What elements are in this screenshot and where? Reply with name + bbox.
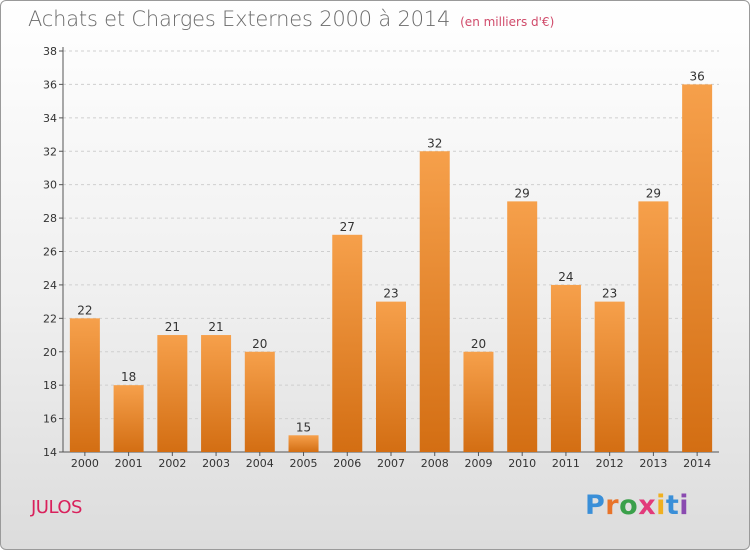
x-tick-label: 2010 xyxy=(508,457,536,470)
data-label: 24 xyxy=(558,270,573,284)
x-tick-label: 2004 xyxy=(246,457,274,470)
data-label: 23 xyxy=(602,287,617,301)
chart-title-block: Achats et Charges Externes 2000 à 2014 (e… xyxy=(28,7,554,31)
x-tick-label: 2008 xyxy=(421,457,449,470)
data-label: 23 xyxy=(383,287,398,301)
bar xyxy=(682,84,713,453)
bar xyxy=(244,351,275,452)
logo-letter: i xyxy=(656,490,666,521)
bar xyxy=(288,435,319,452)
bar xyxy=(550,284,581,452)
y-tick-label: 14 xyxy=(43,446,57,459)
bar xyxy=(201,335,232,452)
logo-letter: i xyxy=(679,490,690,521)
bar xyxy=(332,234,363,452)
logo-letter: P xyxy=(585,490,606,521)
y-tick-label: 34 xyxy=(43,112,57,125)
data-label: 20 xyxy=(252,337,267,351)
x-tick-label: 2006 xyxy=(333,457,361,470)
logo-letter: x xyxy=(638,490,657,521)
y-tick-label: 26 xyxy=(43,246,57,259)
x-tick-label: 2013 xyxy=(639,457,667,470)
data-label: 22 xyxy=(77,303,92,317)
x-tick-label: 2001 xyxy=(115,457,143,470)
chart-title: Achats et Charges Externes 2000 à 2014 xyxy=(28,7,451,31)
data-label: 27 xyxy=(340,220,355,234)
y-tick-label: 22 xyxy=(43,312,57,325)
bar xyxy=(594,301,625,452)
x-tick-label: 2009 xyxy=(464,457,492,470)
x-tick-label: 2000 xyxy=(71,457,99,470)
data-label: 21 xyxy=(165,320,180,334)
bar xyxy=(419,151,450,452)
proxiti-logo: Proxiti xyxy=(585,490,689,521)
commune-name: JULOS xyxy=(31,497,82,518)
x-tick-label: 2005 xyxy=(290,457,318,470)
logo-letter: t xyxy=(665,490,680,521)
y-tick-label: 20 xyxy=(43,346,57,359)
logo-letter: o xyxy=(619,490,639,521)
x-tick-label: 2002 xyxy=(158,457,186,470)
logo-letter: r xyxy=(605,490,620,521)
data-label: 15 xyxy=(296,420,311,434)
data-label: 29 xyxy=(646,186,661,200)
x-tick-label: 2003 xyxy=(202,457,230,470)
chart-subtitle: (en milliers d'€) xyxy=(460,15,555,29)
y-tick-label: 30 xyxy=(43,179,57,192)
bar xyxy=(157,335,188,452)
y-tick-label: 38 xyxy=(43,45,57,58)
y-tick-label: 16 xyxy=(43,413,57,426)
bar xyxy=(376,301,406,452)
data-label: 21 xyxy=(208,320,223,334)
y-tick-label: 18 xyxy=(43,379,57,392)
y-tick-label: 24 xyxy=(43,279,57,292)
bar xyxy=(507,201,538,452)
x-tick-label: 2007 xyxy=(377,457,405,470)
data-label: 20 xyxy=(471,337,486,351)
y-tick-label: 32 xyxy=(43,145,57,158)
x-tick-label: 2011 xyxy=(552,457,580,470)
y-tick-label: 28 xyxy=(43,212,57,225)
bar xyxy=(638,201,669,452)
data-label: 36 xyxy=(689,69,704,83)
bar xyxy=(69,318,100,452)
y-tick-label: 36 xyxy=(43,78,57,91)
data-label: 29 xyxy=(515,186,530,200)
bar xyxy=(463,351,494,452)
bar xyxy=(113,385,144,452)
data-label: 18 xyxy=(121,370,136,384)
x-tick-label: 2012 xyxy=(596,457,624,470)
data-label: 32 xyxy=(427,136,442,150)
x-tick-label: 2014 xyxy=(683,457,711,470)
